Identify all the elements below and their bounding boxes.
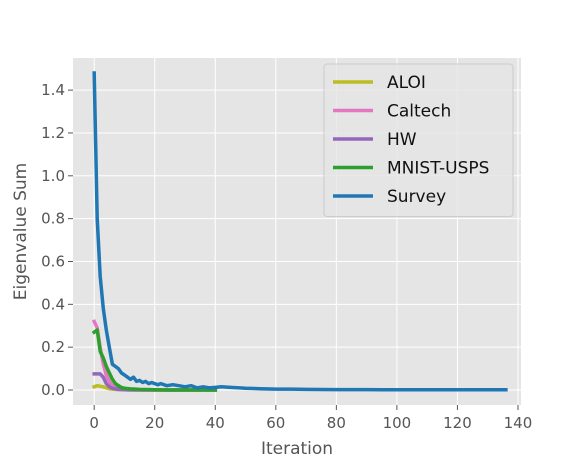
series-line-survey [92,71,508,392]
legend-label: Caltech [387,102,451,122]
y-tick-label: 0.6 [41,252,65,270]
x-tick-label: 60 [266,414,285,432]
x-tick-label: 0 [89,414,99,432]
y-tick-label: 0.8 [41,210,65,228]
legend-label: MNIST-USPS [387,159,489,179]
x-tick-label: 100 [383,414,412,432]
y-tick-label: 1.0 [41,167,65,185]
series-line-mnist-usps [91,328,218,392]
y-tick-label: 1.2 [41,124,65,142]
legend-label: Survey [387,187,446,207]
legend-label: HW [387,130,417,150]
x-tick-label: 40 [206,414,225,432]
x-tick-label: 80 [327,414,346,432]
y-tick-label: 0.0 [41,381,65,399]
x-tick-label: 120 [443,414,472,432]
legend-box [323,63,514,217]
x-tick-label: 20 [145,414,164,432]
y-tick-label: 0.2 [41,338,65,356]
y-tick-label: 0.4 [41,295,65,313]
x-axis-title: Iteration [261,439,333,459]
y-tick-label: 1.4 [41,81,65,99]
x-tick-label: 140 [504,414,533,432]
legend-label: ALOI [387,73,426,93]
y-axis-title: Eigenvalue Sum [11,163,31,300]
